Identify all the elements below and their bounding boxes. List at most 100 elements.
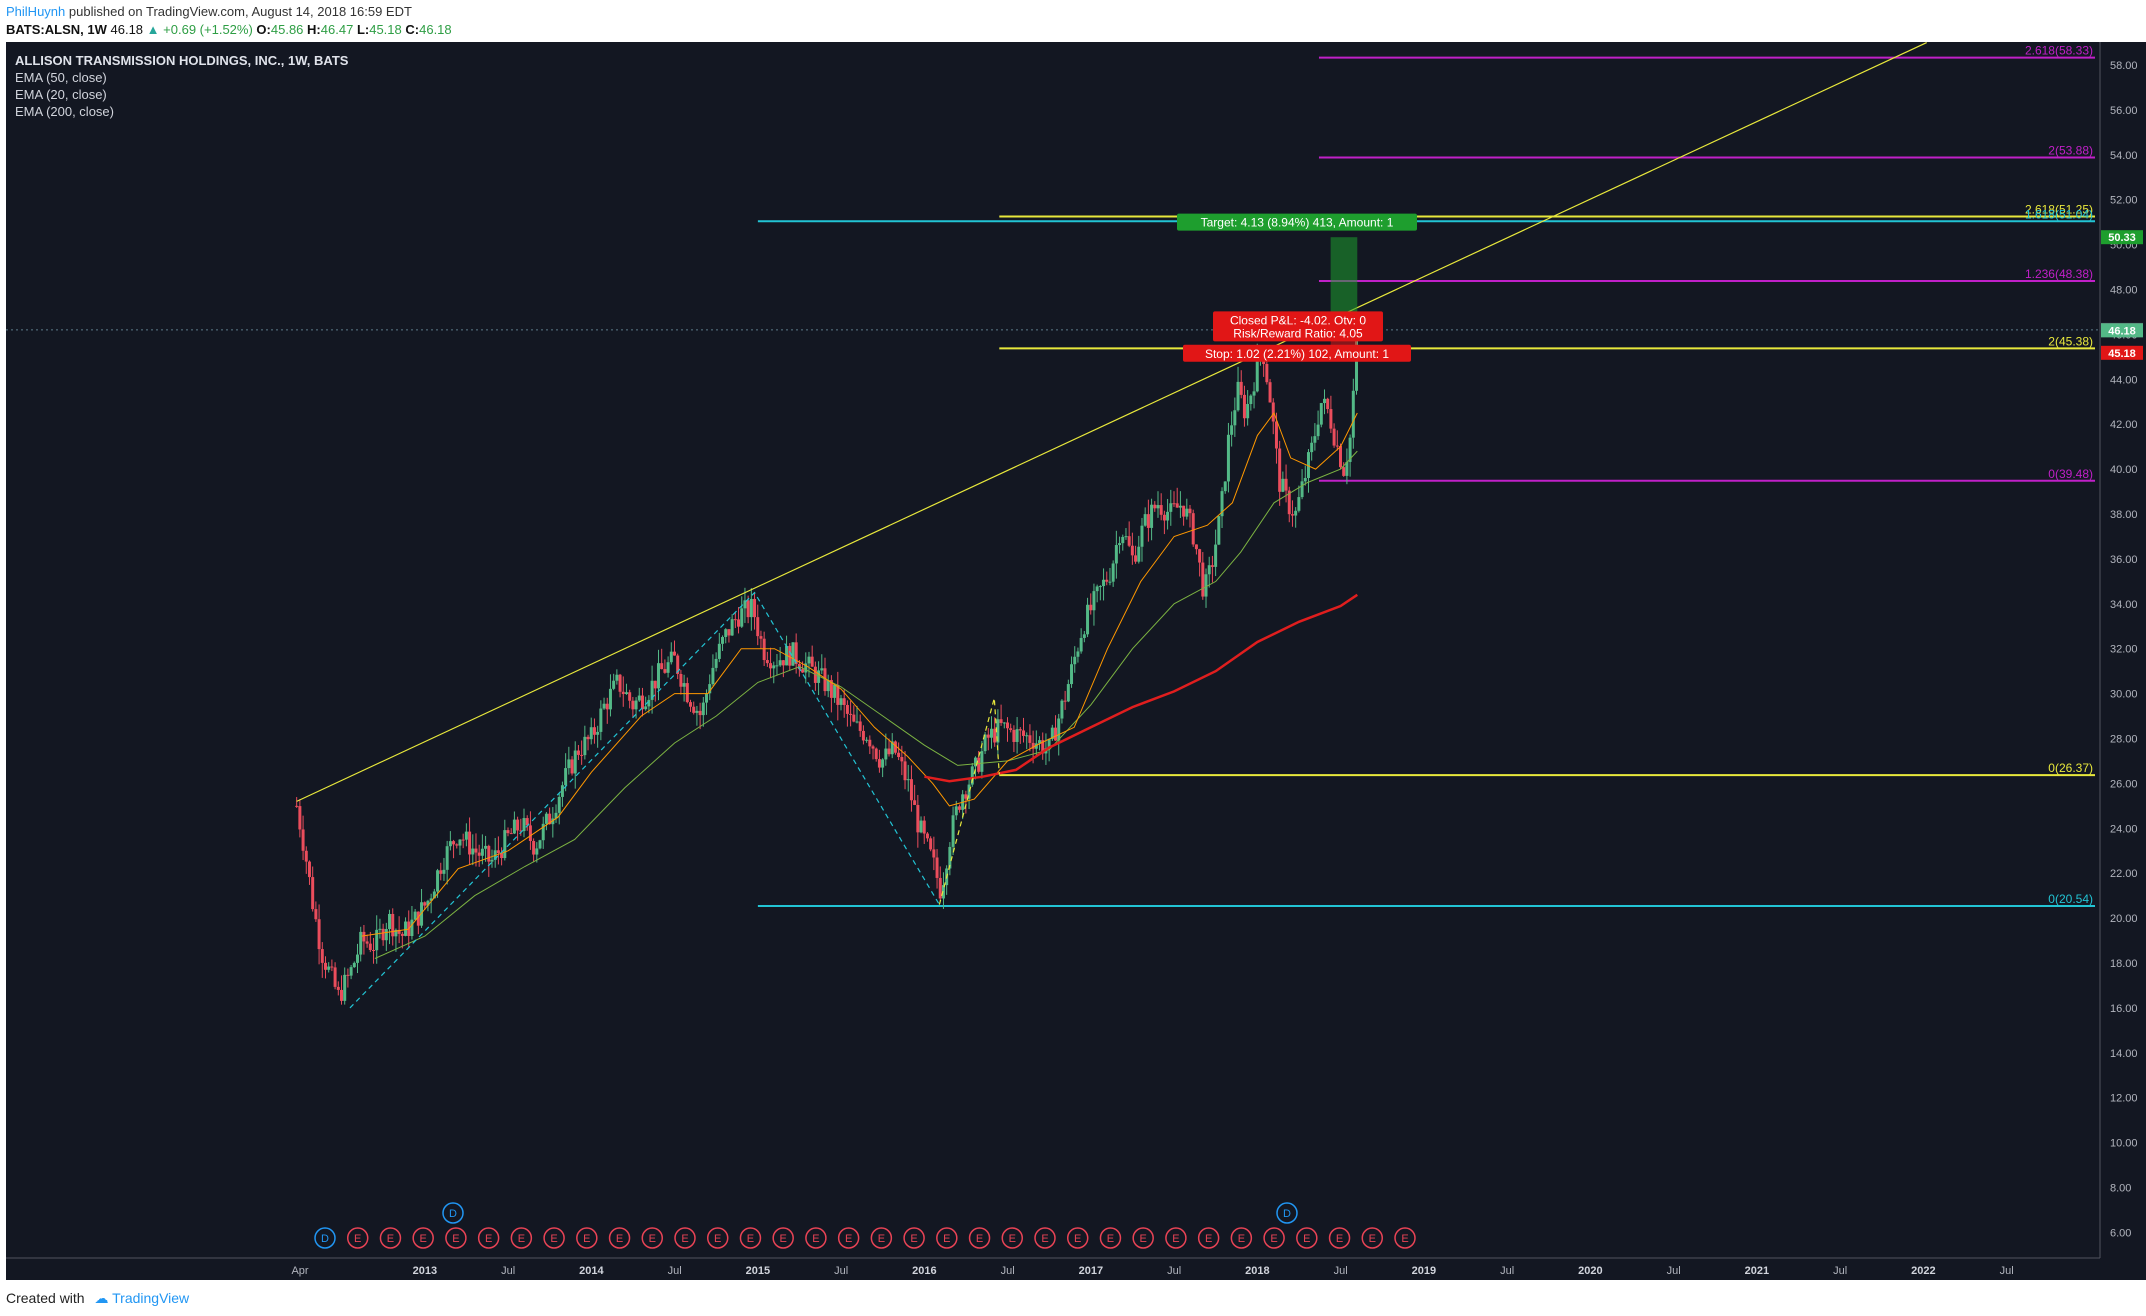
- earnings-icon[interactable]: [346, 1227, 369, 1249]
- earnings-icon[interactable]: [1263, 1227, 1285, 1249]
- pattern-leg-yellow[interactable]: [938, 697, 1000, 905]
- event-letter: E: [1401, 1233, 1408, 1245]
- candle-body: [580, 754, 584, 756]
- legend-ema20[interactable]: EMA (20, close): [15, 87, 107, 102]
- stop-label-text: Stop: 1.02 (2.21%) 102, Amount: 1: [1205, 347, 1389, 361]
- earnings-icon[interactable]: [837, 1227, 860, 1249]
- candle-body: [737, 619, 741, 627]
- earnings-icon[interactable]: [641, 1227, 664, 1249]
- x-tick-label: Jul: [1167, 1265, 1181, 1277]
- event-letter: E: [681, 1233, 688, 1245]
- y-tick-label: 26.00: [2110, 778, 2138, 790]
- earnings-icon[interactable]: [1197, 1227, 1220, 1249]
- candle-body: [612, 680, 616, 689]
- earnings-icon[interactable]: [1230, 1227, 1253, 1249]
- candle-body: [592, 727, 596, 735]
- candle-body: [1326, 398, 1330, 410]
- earnings-icon[interactable]: [968, 1227, 991, 1249]
- earnings-icon[interactable]: [608, 1227, 631, 1249]
- candle-body: [1169, 503, 1173, 512]
- tradingview-link[interactable]: ☁ TradingView: [94, 1290, 189, 1306]
- candle-body: [964, 794, 968, 799]
- time-axis[interactable]: [6, 1258, 2146, 1280]
- earnings-icon[interactable]: [1034, 1227, 1056, 1249]
- candle-body: [714, 658, 718, 668]
- earnings-icon[interactable]: [576, 1227, 598, 1249]
- earnings-icon[interactable]: [903, 1227, 925, 1249]
- earnings-icon[interactable]: [1132, 1227, 1154, 1249]
- earnings-icon[interactable]: [772, 1227, 794, 1249]
- candle-body: [929, 838, 933, 850]
- price-axis[interactable]: [2100, 42, 2146, 1258]
- candle-body: [352, 962, 356, 968]
- candle-body: [1351, 390, 1355, 438]
- candle-body: [941, 885, 945, 899]
- candle-body: [525, 818, 529, 826]
- ema200-line[interactable]: [924, 593, 1358, 783]
- candle-body: [1268, 382, 1272, 403]
- candle-body: [1319, 403, 1323, 425]
- candle-body: [1294, 510, 1298, 516]
- candle-body: [650, 680, 654, 700]
- earnings-icon[interactable]: [379, 1227, 402, 1249]
- level-label-0: 2.618(58.33): [2025, 44, 2093, 58]
- y-tick-label: 58.00: [2110, 60, 2138, 72]
- y-tick-label: 48.00: [2110, 285, 2138, 297]
- earnings-icon[interactable]: [674, 1227, 696, 1249]
- candle-body: [1207, 565, 1211, 575]
- earnings-icon[interactable]: [1066, 1227, 1089, 1249]
- earnings-icon[interactable]: [1361, 1227, 1384, 1249]
- candle-body: [1073, 656, 1077, 665]
- created-with-text: Created with: [6, 1290, 85, 1306]
- candle-body: [833, 684, 837, 698]
- ema20-line[interactable]: [361, 411, 1358, 937]
- earnings-icon[interactable]: [510, 1227, 533, 1249]
- earnings-icon[interactable]: [870, 1227, 893, 1249]
- event-letter: E: [1369, 1233, 1376, 1245]
- event-letter: E: [1238, 1233, 1245, 1245]
- earnings-icon[interactable]: [1296, 1227, 1318, 1249]
- earnings-icon[interactable]: [1165, 1227, 1187, 1249]
- candle-body: [548, 813, 552, 825]
- candle-body: [1034, 743, 1038, 749]
- earnings-icon[interactable]: [445, 1227, 467, 1249]
- earnings-icon[interactable]: [477, 1227, 500, 1249]
- candle-body: [897, 752, 901, 758]
- candle-body: [1220, 491, 1224, 517]
- candle-body: [356, 954, 360, 963]
- author-link[interactable]: PhilHuynh: [6, 4, 66, 19]
- earnings-icon[interactable]: [1001, 1227, 1024, 1249]
- candle-body: [881, 759, 885, 768]
- dividend-icon[interactable]: [314, 1227, 336, 1249]
- earnings-icon[interactable]: [1394, 1227, 1416, 1249]
- candle-body: [685, 683, 689, 703]
- candle-body: [560, 785, 564, 797]
- earnings-icon[interactable]: [936, 1227, 958, 1249]
- pattern-leg-cyan[interactable]: [349, 591, 940, 1009]
- earnings-icon[interactable]: [543, 1227, 565, 1249]
- x-tick-label: Jul: [1001, 1265, 1015, 1277]
- dividend-icon[interactable]: [442, 1202, 464, 1224]
- candle-body: [1005, 722, 1009, 729]
- candle-body: [730, 619, 734, 636]
- event-letter: E: [845, 1233, 852, 1245]
- ema50-line[interactable]: [374, 450, 1358, 959]
- earnings-icon[interactable]: [412, 1227, 434, 1249]
- candle-body: [801, 669, 805, 673]
- earnings-icon[interactable]: [1099, 1227, 1122, 1249]
- candle-body: [362, 931, 366, 942]
- legend-ema200[interactable]: EMA (200, close): [15, 104, 114, 119]
- legend-ema50[interactable]: EMA (50, close): [15, 70, 107, 85]
- candle-body: [1124, 536, 1128, 538]
- resistance-trendline[interactable]: [296, 42, 1927, 802]
- earnings-icon[interactable]: [739, 1227, 762, 1249]
- earnings-icon[interactable]: [706, 1227, 729, 1249]
- candle-body: [925, 833, 929, 839]
- candle-body: [919, 820, 923, 833]
- earnings-icon[interactable]: [1328, 1227, 1351, 1249]
- candle-body: [487, 845, 491, 862]
- event-letter: E: [583, 1233, 590, 1245]
- dividend-icon[interactable]: [1276, 1202, 1298, 1224]
- earnings-icon[interactable]: [805, 1227, 827, 1249]
